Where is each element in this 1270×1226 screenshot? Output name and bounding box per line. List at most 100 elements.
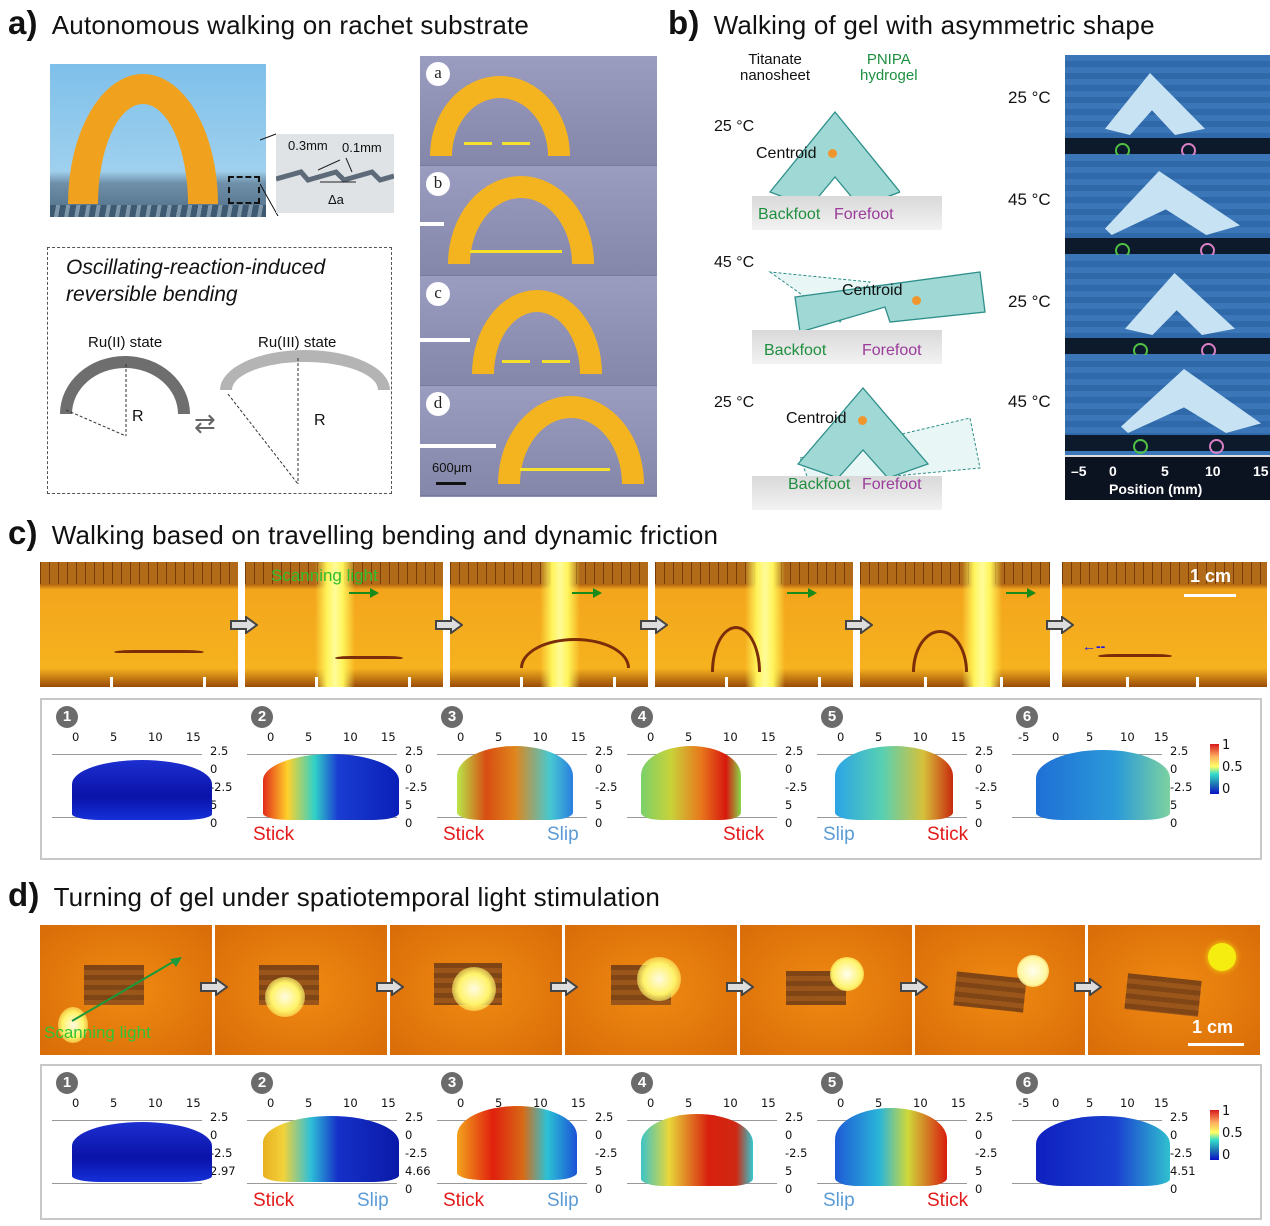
x-tick-label: 0 bbox=[647, 730, 655, 744]
slip-label: Slip bbox=[547, 1190, 579, 1211]
colorbar-tick: 1 bbox=[1222, 738, 1231, 753]
gel-shape-state2 bbox=[768, 271, 986, 333]
z-tick-label: -2.5 bbox=[595, 1146, 618, 1160]
z-tick-label: 5 bbox=[595, 1164, 603, 1178]
frame-d: d 600μm bbox=[420, 386, 657, 496]
gel-strip bbox=[114, 650, 204, 654]
sim-step-1: 1 0 5 10 15 2.5 0 -2.5 5 0 bbox=[52, 700, 242, 850]
walking-frame-6: ←-- 1 cm bbox=[1062, 562, 1267, 687]
step-number-badge: 3 bbox=[441, 706, 463, 728]
dim-label-delta-a: Δa bbox=[328, 192, 344, 207]
sequence-arrow-icon bbox=[376, 978, 404, 996]
gel-strip bbox=[912, 630, 968, 672]
x-tick-label: 0 bbox=[1052, 1096, 1060, 1110]
forefoot-marker bbox=[1209, 439, 1224, 454]
scanning-light-label: Scanning light bbox=[271, 566, 378, 585]
ground-strip bbox=[1065, 338, 1270, 354]
sequence-arrow-icon bbox=[200, 978, 228, 996]
step-number-badge: 4 bbox=[631, 1072, 653, 1094]
x-tick-label: 5 bbox=[685, 730, 693, 744]
step-number-badge: 6 bbox=[1016, 1072, 1038, 1094]
z-tick-label: -2.5 bbox=[785, 780, 808, 794]
position-arrow-icon bbox=[420, 444, 496, 448]
box-title-line2: reversible bending bbox=[66, 283, 238, 306]
x-tick-label: 10 bbox=[723, 1096, 738, 1110]
x-tick-label: 15 bbox=[951, 730, 966, 744]
ratchet-profile bbox=[276, 157, 394, 183]
z-tick-label: 4.66 bbox=[405, 1164, 431, 1178]
turning-frame-6 bbox=[915, 925, 1085, 1055]
panel-c-title-text: Walking based on travelling bending and … bbox=[51, 520, 719, 550]
stick-label: Stick bbox=[253, 824, 295, 845]
position-axis: –5 0 5 10 15 Position (mm) bbox=[1065, 455, 1270, 500]
substrate bbox=[752, 476, 942, 510]
gel-strip bbox=[520, 638, 630, 668]
panel-b-title-text: Walking of gel with asymmetric shape bbox=[713, 10, 1155, 40]
x-tick-label: 5 bbox=[305, 1096, 313, 1110]
zoom-region-box bbox=[228, 176, 260, 204]
z-tick-label: 0 bbox=[595, 1182, 603, 1196]
z-tick-label: 0 bbox=[595, 762, 603, 776]
z-tick-label: 0 bbox=[210, 816, 218, 830]
light-spot bbox=[58, 1007, 88, 1043]
substrate bbox=[752, 330, 942, 364]
tick bbox=[110, 677, 113, 687]
x-tick-label: 15 bbox=[381, 730, 396, 744]
titanate-label: Titanate nanosheet bbox=[740, 52, 810, 84]
turning-frame-1: Scanning light bbox=[40, 925, 212, 1055]
axis-label: Position (mm) bbox=[1109, 481, 1203, 497]
x-tick-label: -5 bbox=[1018, 730, 1030, 744]
titanate-text: Titanate bbox=[748, 51, 802, 68]
backfoot-marker bbox=[1133, 439, 1148, 454]
z-tick-label: 0 bbox=[210, 1128, 218, 1142]
frame-c: c bbox=[420, 276, 657, 386]
colorbar-tick: 0.5 bbox=[1222, 1126, 1243, 1141]
slip-label: Slip bbox=[823, 1190, 855, 1211]
z-tick-label: 5 bbox=[595, 798, 603, 812]
step-number-badge: 2 bbox=[251, 1072, 273, 1094]
backfoot-label: Backfoot bbox=[764, 342, 827, 359]
z-tick-label: 2.5 bbox=[405, 744, 424, 758]
tick bbox=[818, 677, 821, 687]
colorbar bbox=[1210, 744, 1219, 794]
axis-tick: 5 bbox=[1161, 463, 1169, 479]
stick-label: Stick bbox=[723, 824, 765, 845]
z-tick-label: 0 bbox=[975, 1128, 983, 1142]
z-tick-label: 0 bbox=[405, 1182, 413, 1196]
x-tick-label: 15 bbox=[186, 730, 201, 744]
sim-step-3: 3 0 5 10 15 2.5 0 -2.5 5 0 Stick Slip bbox=[437, 700, 627, 850]
bending-surface bbox=[457, 1106, 577, 1180]
bending-surface bbox=[457, 746, 573, 820]
scale-bar bbox=[436, 482, 466, 485]
scale-bar-label: 1 cm bbox=[1190, 566, 1232, 586]
gel-on-ratchet-photo bbox=[50, 64, 266, 217]
walking-frame-2: Scanning light bbox=[245, 562, 443, 687]
diagram-temp-3: 25 °C bbox=[714, 394, 755, 411]
axis-grid bbox=[52, 1120, 202, 1184]
simulation-panel-d: 1 0 5 10 15 2.5 0 -2.5 2.97 2 0 5 10 15 2.5 0 -2.5 4.66 0 S… bbox=[40, 1064, 1262, 1220]
x-tick-label: 10 bbox=[148, 730, 163, 744]
scan-path-arrow-icon bbox=[71, 957, 182, 1022]
z-tick-label: 2.5 bbox=[210, 744, 229, 758]
step-number-badge: 6 bbox=[1016, 706, 1038, 728]
extend-arrow-icon bbox=[470, 250, 562, 253]
z-tick-label: 2.5 bbox=[595, 1110, 614, 1124]
centroid-dot bbox=[828, 149, 837, 158]
x-tick-label: 5 bbox=[495, 730, 503, 744]
gel-arc bbox=[430, 76, 570, 156]
gel-arc bbox=[68, 74, 218, 204]
sequence-arrow-icon bbox=[550, 978, 578, 996]
tick bbox=[203, 677, 206, 687]
forefoot-label: Forefoot bbox=[834, 206, 894, 223]
ground-strip bbox=[1065, 435, 1270, 451]
z-tick-label: 0 bbox=[785, 1182, 793, 1196]
nanosheet-text: nanosheet bbox=[740, 67, 811, 84]
frame-label-b: b bbox=[426, 172, 450, 196]
x-tick-label: 5 bbox=[110, 730, 118, 744]
position-arrow-icon bbox=[420, 338, 470, 342]
sequence-arrow-icon bbox=[845, 616, 873, 634]
panel-c-letter: c) bbox=[8, 514, 38, 551]
x-tick-label: 0 bbox=[267, 1096, 275, 1110]
z-tick-label: 5 bbox=[975, 1164, 983, 1178]
slip-label: Slip bbox=[547, 824, 579, 845]
